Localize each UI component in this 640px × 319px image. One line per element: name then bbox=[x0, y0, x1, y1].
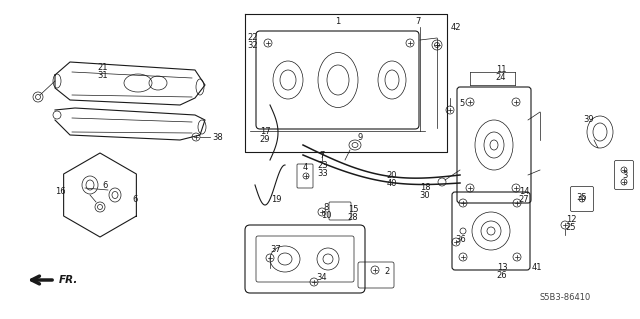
Text: 7: 7 bbox=[415, 18, 420, 26]
Text: 38: 38 bbox=[212, 132, 223, 142]
Text: 20: 20 bbox=[387, 170, 397, 180]
Text: 25: 25 bbox=[566, 224, 576, 233]
Text: 14: 14 bbox=[519, 188, 529, 197]
Text: 15: 15 bbox=[348, 205, 358, 214]
Text: 18: 18 bbox=[420, 183, 430, 192]
Text: 13: 13 bbox=[497, 263, 508, 271]
Text: 32: 32 bbox=[248, 41, 259, 50]
Text: 39: 39 bbox=[584, 115, 595, 124]
Text: 16: 16 bbox=[54, 188, 65, 197]
Text: 3: 3 bbox=[622, 170, 628, 180]
Text: 11: 11 bbox=[496, 65, 506, 75]
Text: S5B3-86410: S5B3-86410 bbox=[540, 293, 591, 302]
Text: 4: 4 bbox=[302, 164, 308, 173]
Text: 22: 22 bbox=[248, 33, 259, 42]
Text: 8: 8 bbox=[323, 203, 329, 211]
Text: FR.: FR. bbox=[59, 275, 78, 285]
Text: 10: 10 bbox=[321, 211, 332, 219]
Text: 40: 40 bbox=[387, 179, 397, 188]
Text: 31: 31 bbox=[98, 71, 108, 80]
Text: 37: 37 bbox=[271, 246, 282, 255]
Text: 9: 9 bbox=[357, 133, 363, 143]
Text: 19: 19 bbox=[271, 196, 281, 204]
Text: 23: 23 bbox=[317, 160, 328, 169]
Text: 2: 2 bbox=[385, 268, 390, 277]
Text: 17: 17 bbox=[260, 128, 270, 137]
Text: 36: 36 bbox=[456, 235, 467, 244]
Text: 5: 5 bbox=[460, 100, 465, 108]
Text: 33: 33 bbox=[317, 168, 328, 177]
Text: 27: 27 bbox=[518, 196, 529, 204]
Text: 34: 34 bbox=[317, 273, 327, 283]
Text: 41: 41 bbox=[532, 263, 542, 271]
Text: 42: 42 bbox=[451, 24, 461, 33]
Text: 24: 24 bbox=[496, 73, 506, 83]
Text: 6: 6 bbox=[102, 181, 108, 189]
Text: 28: 28 bbox=[348, 213, 358, 222]
Text: 6: 6 bbox=[132, 196, 138, 204]
Text: 30: 30 bbox=[420, 191, 430, 201]
Text: 7: 7 bbox=[319, 151, 324, 160]
Text: 26: 26 bbox=[497, 271, 508, 279]
Text: 12: 12 bbox=[566, 216, 576, 225]
Text: 1: 1 bbox=[335, 18, 340, 26]
Text: 29: 29 bbox=[260, 136, 270, 145]
Text: 35: 35 bbox=[577, 194, 588, 203]
Text: 21: 21 bbox=[98, 63, 108, 72]
